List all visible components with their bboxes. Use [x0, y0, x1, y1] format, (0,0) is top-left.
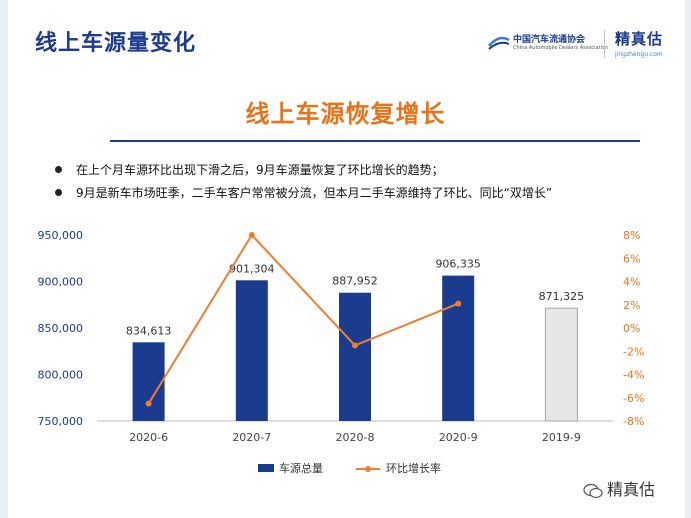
- bar-data-label: 871,325: [539, 290, 585, 303]
- y-right-tick-label: 6%: [623, 252, 640, 265]
- y-right-tick-label: 8%: [623, 229, 640, 242]
- bar-2020-9: [442, 275, 475, 421]
- association-emblem-icon: [488, 36, 510, 50]
- legend-line-label: 环比增长率: [386, 461, 441, 475]
- x-tick-label: 2020-9: [439, 431, 478, 444]
- bullet-item: 在上个月车源环比出现下滑之后，9月车源量恢复了环比增长的趋势；: [55, 161, 444, 178]
- association-name-en: China Automobile Dealers Association: [513, 45, 609, 51]
- brand-logo: 精真估 jingzhengu.com: [615, 28, 663, 58]
- headline: 线上车源恢复增长: [245, 100, 446, 128]
- watermark-text: 精真估: [607, 480, 656, 499]
- x-tick-label: 2019-9: [542, 431, 581, 444]
- y-left-tick-label: 750,000: [38, 415, 84, 428]
- legend-bar-swatch: [258, 464, 274, 472]
- y-left-tick-label: 900,000: [38, 276, 84, 289]
- headline-rule: [110, 140, 640, 142]
- association-name-cn: 中国汽车流通协会: [513, 35, 586, 45]
- y-right-tick-label: -4%: [623, 369, 644, 382]
- brand-name: 精真估: [615, 30, 664, 48]
- page-title: 线上车源量变化: [35, 31, 197, 56]
- y-right-tick-label: -2%: [623, 345, 644, 358]
- growth-rate-point: [352, 342, 358, 349]
- bar-data-label: 901,304: [229, 262, 275, 275]
- x-tick-label: 2020-7: [232, 431, 271, 444]
- bar-2020-6: [132, 342, 165, 421]
- combo-chart: 750,000 800,000 850,000 900,000 950,000 -8% -6…: [38, 229, 645, 475]
- bullet-dot-icon: [55, 166, 62, 173]
- x-tick-label: 2020-8: [336, 431, 375, 444]
- bar-data-label: 887,952: [332, 275, 378, 288]
- legend-bar-label: 车源总量: [279, 461, 323, 475]
- y-right-tick-label: -8%: [623, 415, 644, 428]
- bar-data-label: 834,613: [126, 324, 172, 337]
- y-right-tick-label: 2%: [623, 299, 640, 312]
- x-tick-label: 2020-6: [129, 431, 168, 444]
- bullet-dot-icon: [55, 189, 62, 196]
- growth-rate-point: [455, 300, 462, 307]
- bar-2019-9: [544, 307, 578, 422]
- wechat-watermark: 精真估: [583, 476, 655, 500]
- bar-2020-7: [235, 280, 268, 421]
- y-right-tick-label: 4%: [623, 276, 640, 289]
- association-logo: 中国汽车流通协会 China Automobile Dealers Associ…: [487, 28, 609, 68]
- y-right-tick-label: 0%: [623, 322, 640, 335]
- bullet-text: 9月是新车市场旺季，二手车客户常常被分流，但本月二手车源维持了环比、同比“双增长…: [76, 186, 553, 200]
- y-left-tick-label: 800,000: [38, 369, 84, 382]
- growth-rate-point: [248, 232, 255, 238]
- legend-line-marker: [365, 466, 371, 472]
- bar-2020-8: [339, 292, 371, 421]
- wechat-icon: [583, 483, 603, 498]
- left-decor-bar: [0, 0, 8, 518]
- bar-data-label: 906,335: [435, 258, 481, 271]
- y-left-tick-label: 950,000: [38, 229, 84, 242]
- y-left-tick-label: 850,000: [38, 322, 84, 335]
- growth-rate-line: [147, 233, 459, 405]
- y-right-tick-label: -6%: [623, 392, 644, 405]
- right-decor-bar: [685, 0, 691, 518]
- bullet-item: 9月是新车市场旺季，二手车客户常常被分流，但本月二手车源维持了环比、同比“双增长…: [55, 184, 552, 201]
- growth-rate-point: [145, 400, 152, 407]
- brand-url: jingzhengu.com: [615, 51, 663, 58]
- bullet-text: 在上个月车源环比出现下滑之后，9月车源量恢复了环比增长的趋势；: [76, 163, 444, 177]
- logo-divider: [604, 30, 605, 58]
